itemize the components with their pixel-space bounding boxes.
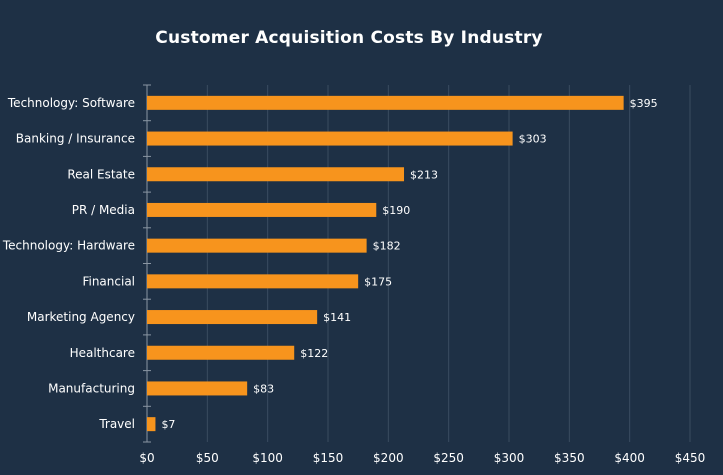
data-label: $7 [161, 418, 175, 431]
category-label: Healthcare [70, 346, 135, 360]
data-label: $303 [519, 133, 547, 146]
x-tick-label: $50 [196, 451, 219, 465]
x-tick-label: $250 [433, 451, 464, 465]
bar [147, 345, 295, 360]
category-label: Banking / Insurance [16, 132, 135, 146]
data-label: $83 [253, 382, 274, 395]
data-label: $182 [373, 240, 401, 253]
data-label: $122 [300, 347, 328, 360]
bar [147, 310, 318, 325]
x-tick-label: $100 [252, 451, 283, 465]
category-label: Marketing Agency [27, 310, 135, 324]
x-tick-label: $200 [373, 451, 404, 465]
bar [147, 131, 513, 146]
x-tick-label: $400 [614, 451, 645, 465]
bar [147, 202, 377, 217]
data-label: $175 [364, 275, 392, 288]
category-label: Manufacturing [48, 381, 135, 395]
x-tick-label: $150 [313, 451, 344, 465]
bar [147, 381, 248, 396]
data-label: $141 [323, 311, 351, 324]
x-tick-label: $300 [494, 451, 525, 465]
chart-title: Customer Acquisition Costs By Industry [155, 28, 543, 48]
data-label: $213 [410, 168, 438, 181]
data-label: $190 [382, 204, 410, 217]
category-label: Travel [98, 417, 135, 431]
category-label: Financial [82, 274, 135, 288]
x-tick-label: $350 [554, 451, 585, 465]
bar [147, 238, 367, 253]
bar [147, 95, 624, 110]
category-label: Real Estate [67, 167, 135, 181]
bar [147, 274, 359, 289]
data-label: $395 [630, 97, 658, 110]
x-tick-label: $450 [675, 451, 706, 465]
x-tick-label: $0 [139, 451, 154, 465]
bar [147, 417, 156, 432]
category-label: Technology: Hardware [2, 239, 135, 253]
category-label: Technology: Software [7, 96, 135, 110]
bar [147, 167, 405, 182]
category-label: PR / Media [72, 203, 135, 217]
